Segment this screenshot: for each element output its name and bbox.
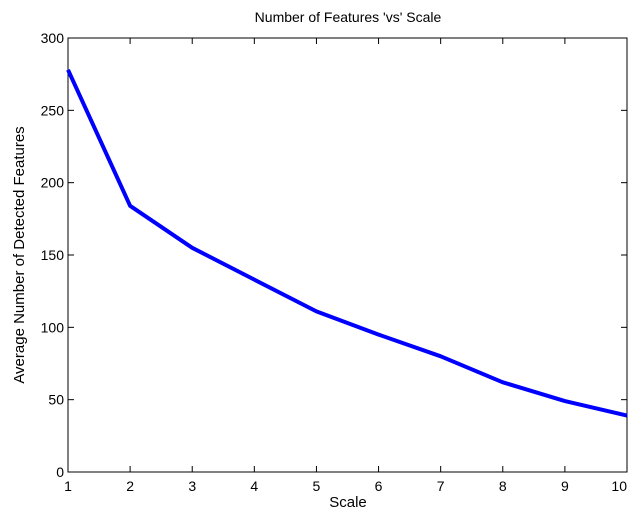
- y-tick-label: 300: [41, 30, 65, 46]
- x-tick-label: 5: [313, 478, 321, 494]
- x-tick-label: 4: [250, 478, 258, 494]
- x-tick-label: 1: [64, 478, 72, 494]
- y-tick-label: 150: [41, 247, 65, 263]
- series-line: [66, 68, 628, 418]
- x-tick-label: 8: [499, 478, 507, 494]
- y-tick-label: 100: [41, 319, 65, 335]
- y-tick-label: 0: [56, 464, 64, 480]
- x-tick-label: 9: [561, 478, 569, 494]
- x-tick-label: 10: [611, 478, 627, 494]
- chart-title: Number of Features 'vs' Scale: [255, 9, 442, 25]
- x-tick-label: 6: [375, 478, 383, 494]
- x-tick-label: 7: [437, 478, 445, 494]
- x-tick-label: 3: [188, 478, 196, 494]
- y-tick-label: 50: [48, 392, 64, 408]
- x-axis-label: Scale: [329, 494, 367, 511]
- y-axis-label: Average Number of Detected Features: [11, 126, 28, 383]
- x-tick-label: 2: [126, 478, 134, 494]
- y-tick-label: 250: [41, 102, 65, 118]
- y-tick-label: 200: [41, 175, 65, 191]
